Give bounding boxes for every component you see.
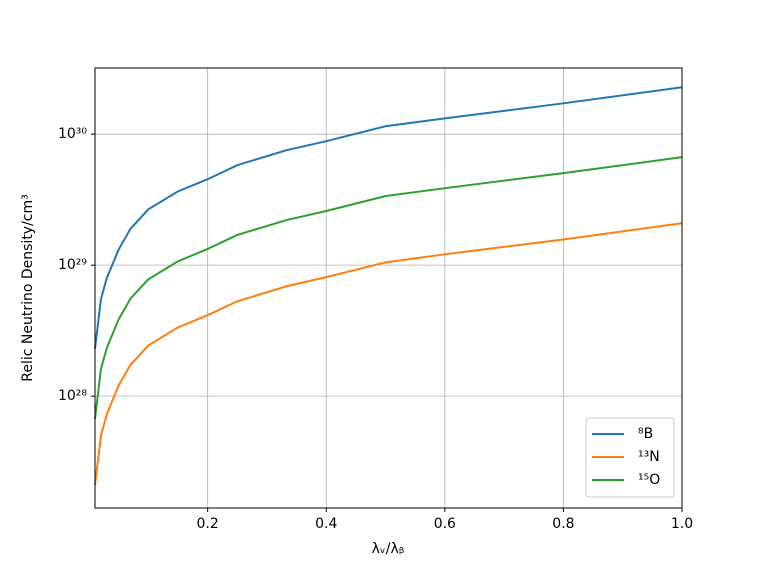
y-tick-label: 10³⁰ xyxy=(58,126,87,142)
plot-frame xyxy=(94,67,683,509)
y-tick-label: 10²⁸ xyxy=(58,388,87,404)
x-axis-label: λᵥ/λᵦ xyxy=(372,541,405,557)
x-tick-label: 0.2 xyxy=(197,516,219,532)
series-line xyxy=(94,222,683,486)
y-axis-label: Relic Neutrino Density/cm³ xyxy=(20,194,36,382)
x-tick-label: 0.4 xyxy=(315,516,337,532)
x-tick-label: 0.6 xyxy=(434,516,456,532)
series-line xyxy=(94,156,683,420)
x-tick-label: 1.0 xyxy=(671,516,693,532)
legend-label: ¹³N xyxy=(638,449,660,465)
legend: ⁸B ¹³N ¹⁵O xyxy=(585,417,675,498)
x-tick-label: 0.8 xyxy=(552,516,574,532)
y-tick-label: 10²⁹ xyxy=(58,257,87,273)
legend-label: ⁸B xyxy=(638,426,653,442)
legend-label: ¹⁵O xyxy=(638,472,660,488)
legend-box xyxy=(585,417,675,498)
series-line xyxy=(94,86,683,349)
